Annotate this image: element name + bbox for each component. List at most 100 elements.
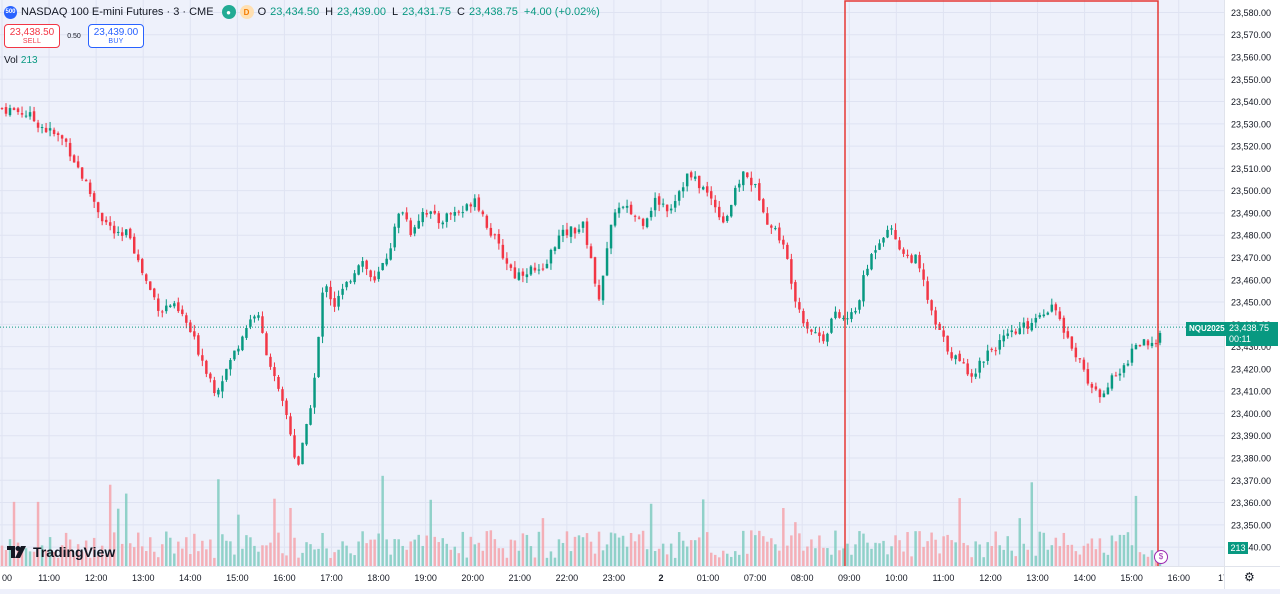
price-scale[interactable]: 23,580.00 23,570.00 23,560.00 23,550.00 23,5… — [1224, 0, 1280, 566]
spread-value: 0.50 — [67, 32, 81, 40]
candle-body — [565, 229, 569, 236]
candle-body — [1018, 328, 1021, 334]
volume-bar — [521, 533, 525, 566]
candle-body — [165, 305, 168, 312]
time-tick-label: 10:00 — [885, 573, 908, 583]
volume-bar — [525, 534, 529, 566]
time-tick-label: 18:00 — [367, 573, 390, 583]
volume-legend[interactable]: Vol 213 — [4, 55, 38, 66]
gear-icon[interactable]: ⚙ — [1244, 570, 1255, 584]
candle-body — [894, 230, 897, 240]
price-tick-label: 23,350.00 — [1231, 520, 1271, 530]
volume-bar — [241, 548, 244, 566]
volume-bar — [930, 532, 933, 566]
candle-body — [120, 232, 124, 236]
candle-body — [549, 249, 553, 264]
time-tick-label: 14:00 — [179, 573, 202, 583]
volume-bar — [433, 536, 436, 566]
tradingview-logo[interactable]: TradingView — [7, 544, 115, 560]
candle-body — [257, 315, 260, 318]
volume-bar — [758, 530, 761, 566]
volume-bar — [321, 532, 324, 566]
time-tick-label: 19:00 — [414, 573, 437, 583]
candle-body — [774, 228, 777, 230]
time-axis[interactable]: 00 11:00 12:00 13:00 14:00 15:00 16:00 17:00 18:… — [0, 567, 1234, 589]
time-tick-label: 22:00 — [556, 573, 579, 583]
candle-body — [345, 281, 348, 288]
volume-bar — [774, 544, 777, 566]
volume-bar — [709, 552, 713, 566]
candle-body — [1074, 347, 1078, 358]
candle-body — [349, 281, 352, 283]
candle-body — [145, 274, 148, 281]
candle-body — [569, 226, 573, 237]
volume-bar — [1130, 545, 1134, 566]
candle-body — [469, 204, 473, 207]
candle-body — [1150, 342, 1154, 347]
time-tick-label: 16:00 — [1167, 573, 1190, 583]
close-value: 23,438.75 — [468, 6, 518, 18]
volume-tag: 213 — [1228, 542, 1248, 554]
volume-bar — [108, 484, 112, 566]
volume-bar — [509, 539, 513, 566]
volume-bar — [141, 546, 144, 566]
candle-body — [842, 317, 845, 320]
volume-bar — [906, 532, 909, 566]
candle-body — [493, 234, 497, 236]
buy-button[interactable]: 23,439.00 BUY — [88, 24, 144, 48]
volume-bar — [1022, 543, 1026, 566]
candle-body — [581, 221, 585, 228]
candle-body — [329, 286, 332, 300]
price-tick-label: 23,510.00 — [1231, 164, 1271, 174]
candle-body — [1090, 383, 1094, 388]
candle-body — [281, 389, 284, 401]
volume-bar — [461, 531, 465, 566]
candle-body — [826, 333, 829, 342]
symbol-logo-icon[interactable]: 500 — [4, 5, 17, 19]
candle-body — [377, 271, 380, 280]
candle-body — [633, 215, 637, 217]
candle-body — [746, 172, 749, 178]
volume-bar — [589, 541, 593, 566]
time-scale[interactable]: 00 11:00 12:00 13:00 14:00 15:00 16:00 17:00 18:… — [0, 566, 1234, 589]
volume-bar — [4, 550, 8, 566]
candle-body — [313, 377, 316, 408]
volume-bar — [629, 532, 633, 566]
volume-bar — [165, 531, 168, 566]
candle-body — [922, 269, 925, 280]
volume-bar — [369, 539, 372, 566]
price-chart[interactable] — [0, 0, 1227, 568]
time-tick-label: 12:00 — [85, 573, 108, 583]
candle-body — [181, 309, 184, 315]
status-dot-icon[interactable]: ● — [221, 5, 236, 19]
volume-bar — [557, 539, 561, 566]
candle-body — [990, 348, 993, 350]
volume-bar — [718, 557, 721, 566]
candle-body — [738, 183, 741, 188]
price-axis[interactable]: 23,580.00 23,570.00 23,560.00 23,550.00 23,5… — [1225, 0, 1280, 566]
candle-body — [317, 336, 320, 378]
time-tick-label: 11:00 — [38, 573, 60, 583]
volume-bar — [653, 551, 657, 566]
volume-bar — [954, 542, 957, 566]
volume-bar — [265, 545, 268, 566]
volume-bar — [421, 545, 424, 566]
candle-body — [978, 360, 981, 373]
volume-bar — [409, 541, 412, 566]
chart-pane[interactable] — [0, 0, 1227, 568]
event-icon[interactable]: $ — [1154, 550, 1168, 564]
candle-body — [141, 259, 144, 273]
candle-body — [1062, 317, 1066, 333]
sell-button[interactable]: 23,438.50 SELL — [4, 24, 60, 48]
volume-bar — [273, 498, 276, 566]
candle-body — [273, 367, 276, 377]
chart-title[interactable]: NASDAQ 100 E-mini Futures · 3 · CME — [21, 6, 214, 18]
high-label: H — [325, 6, 334, 18]
candle-body — [485, 215, 489, 228]
delayed-badge[interactable]: D — [239, 5, 254, 19]
open-label: O — [257, 6, 267, 18]
candle-body — [205, 360, 208, 374]
candle-body — [132, 236, 136, 254]
candle-body — [802, 310, 805, 324]
candle-body — [910, 255, 913, 263]
